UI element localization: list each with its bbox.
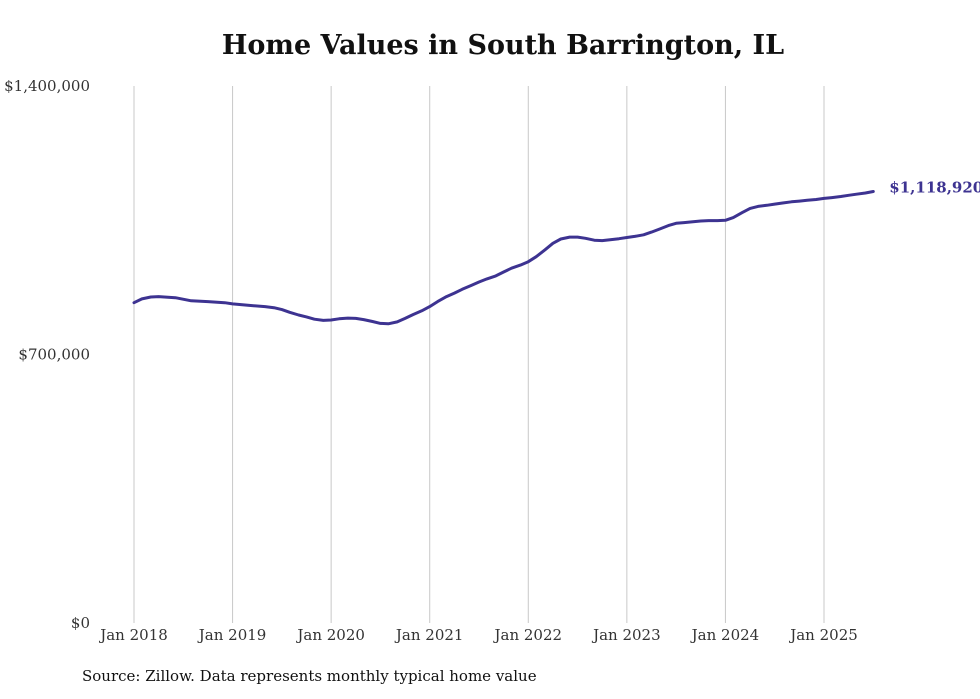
x-tick-label: Jan 2024 bbox=[690, 626, 760, 644]
chart-title: Home Values in South Barrington, IL bbox=[221, 30, 785, 61]
y-tick-label: $1,400,000 bbox=[4, 77, 90, 95]
series-line bbox=[132, 190, 875, 326]
y-tick-label: $0 bbox=[71, 614, 90, 632]
x-tick-label: Jan 2021 bbox=[394, 626, 464, 644]
x-tick-label: Jan 2019 bbox=[197, 626, 267, 644]
y-tick-label: $700,000 bbox=[18, 346, 90, 364]
y-axis-ticks: $0 $700,000 $1,400,000 bbox=[4, 77, 90, 632]
x-tick-label: Jan 2025 bbox=[788, 626, 858, 644]
source-note: Source: Zillow. Data represents monthly … bbox=[82, 667, 537, 685]
x-tick-label: Jan 2022 bbox=[493, 626, 563, 644]
series-lines bbox=[132, 190, 875, 326]
end-value-label: $1,118,920 bbox=[889, 178, 980, 196]
x-tick-label: Jan 2023 bbox=[591, 626, 661, 644]
x-axis-ticks: Jan 2018 Jan 2019 Jan 2020 Jan 2021 Jan 2022… bbox=[98, 626, 858, 644]
x-tick-label: Jan 2020 bbox=[295, 626, 365, 644]
gridlines bbox=[133, 86, 825, 623]
x-tick-label: Jan 2018 bbox=[98, 626, 168, 644]
end-labels: $1,118,920 bbox=[889, 178, 980, 196]
